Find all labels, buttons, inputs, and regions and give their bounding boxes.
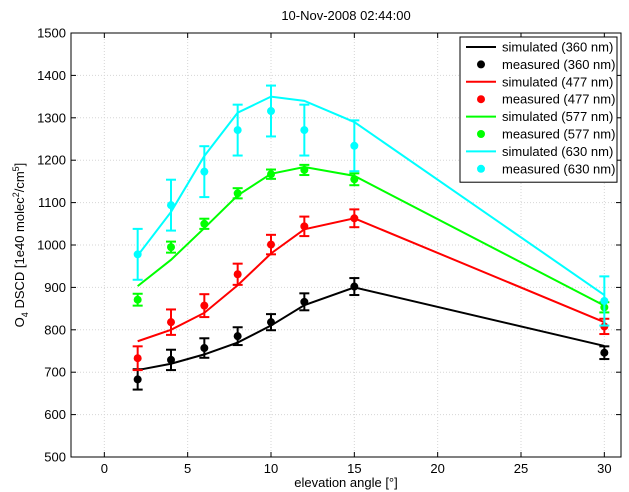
- x-axis-label: elevation angle [°]: [294, 475, 398, 490]
- data-point: [200, 167, 209, 176]
- y-axis-label: O4 DSCD [1e40 molec2/cm5]: [11, 163, 30, 328]
- legend-label: simulated (360 nm): [502, 40, 613, 55]
- y-label-end: ]: [12, 163, 27, 167]
- series-measured-630-nm: [132, 84, 610, 327]
- y-label-main: O: [12, 317, 27, 327]
- x-tick-label: 15: [347, 461, 361, 476]
- y-label-rest: DSCD [1e40 molec: [12, 197, 27, 312]
- x-tick-label: 20: [430, 461, 444, 476]
- legend-label: measured (630 nm): [502, 161, 615, 176]
- legend-swatch-marker: [477, 60, 485, 69]
- series-simulated-577-nm: [137, 165, 605, 307]
- x-tick-label: 10: [264, 461, 278, 476]
- legend-label: measured (477 nm): [502, 92, 615, 107]
- y-tick-label: 1200: [37, 153, 66, 168]
- chart-title: 10-Nov-2008 02:44:00: [281, 8, 410, 23]
- y-tick-label: 900: [44, 280, 66, 295]
- data-point: [167, 355, 175, 364]
- y-label-mid: /cm: [12, 171, 27, 192]
- legend-label: simulated (477 nm): [502, 74, 613, 89]
- data-point: [267, 107, 275, 116]
- data-point: [233, 189, 242, 198]
- x-tick-label: 5: [184, 461, 191, 476]
- data-point: [300, 165, 309, 174]
- y-tick-label: 800: [44, 322, 66, 337]
- data-point: [200, 344, 209, 353]
- y-tick-label: 700: [44, 365, 66, 380]
- x-tick-label: 30: [597, 461, 611, 476]
- data-point: [300, 222, 309, 231]
- data-point: [167, 243, 175, 252]
- data-point: [350, 175, 359, 184]
- data-point: [350, 282, 359, 291]
- data-point: [133, 375, 142, 384]
- series-simulated-477-nm: [137, 217, 605, 343]
- y-tick-label: 1400: [37, 68, 66, 83]
- data-point: [167, 318, 175, 327]
- series-measured-360-nm: [132, 277, 610, 391]
- data-point: [300, 297, 309, 306]
- legend: simulated (360 nm) measured (360 nm) simul…: [459, 36, 618, 183]
- legend-swatch-marker: [477, 130, 485, 138]
- axis-ticks: 0 5 10 15 20 25 30 500 600 700 800 900 1000 1100 1200 1…: [37, 26, 621, 476]
- y-label-sub: 4: [20, 312, 30, 317]
- series-simulated-360-nm: [137, 286, 605, 372]
- data-point: [233, 126, 242, 135]
- series-line: [137, 165, 605, 307]
- data-point: [267, 318, 275, 327]
- legend-label: simulated (630 nm): [502, 144, 613, 159]
- y-tick-label: 500: [44, 450, 66, 465]
- data-point: [267, 240, 275, 249]
- legend-swatch-marker: [477, 164, 485, 173]
- data-point: [200, 301, 209, 310]
- data-point: [133, 354, 142, 363]
- y-tick-label: 600: [44, 407, 66, 422]
- series-layer: [132, 84, 610, 391]
- legend-label: simulated (577 nm): [502, 109, 613, 124]
- data-point: [200, 219, 209, 228]
- series-line: [136, 95, 605, 296]
- series-simulated-630-nm: [136, 95, 605, 296]
- legend-label: measured (360 nm): [502, 57, 615, 72]
- y-tick-label: 1500: [37, 26, 66, 41]
- legend-box: [459, 36, 618, 183]
- data-point: [300, 126, 309, 135]
- data-point: [133, 295, 142, 304]
- y-tick-label: 1100: [38, 195, 66, 210]
- legend-swatch-marker: [477, 95, 485, 104]
- x-tick-label: 25: [514, 461, 528, 476]
- legend-label: measured (577 nm): [502, 127, 615, 142]
- series-line: [137, 217, 605, 343]
- y-label-sup2: 5: [11, 166, 21, 171]
- y-tick-label: 1300: [37, 110, 66, 125]
- data-point: [267, 170, 275, 179]
- y-label-sup1: 2: [11, 192, 21, 197]
- data-point: [600, 296, 609, 305]
- data-point: [167, 201, 175, 210]
- data-point: [350, 214, 359, 223]
- data-point: [233, 270, 242, 279]
- data-point: [133, 250, 142, 259]
- data-point: [600, 348, 609, 357]
- series-line: [137, 286, 605, 372]
- y-tick-label: 1000: [37, 238, 66, 253]
- x-tick-label: 0: [101, 461, 108, 476]
- data-point: [350, 141, 359, 150]
- data-point: [233, 332, 242, 341]
